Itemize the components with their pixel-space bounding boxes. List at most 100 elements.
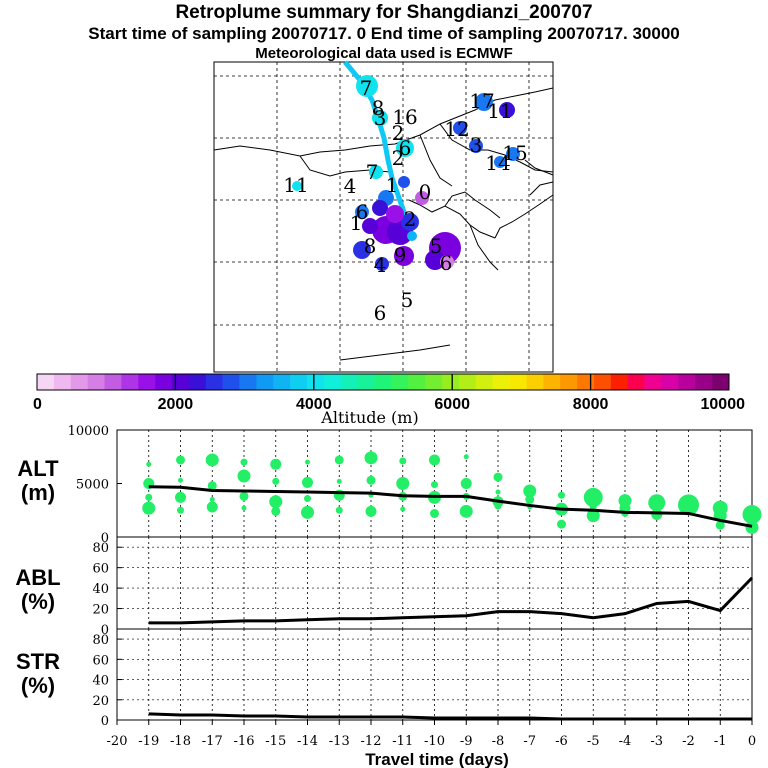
cluster-point bbox=[304, 494, 311, 502]
plume-marker bbox=[475, 93, 493, 111]
x-tick-label: -14 bbox=[297, 734, 318, 749]
plume-day-label: 7 bbox=[360, 76, 373, 100]
x-tick-label: -7 bbox=[523, 734, 536, 749]
y-tick-label: 5000 bbox=[76, 478, 109, 493]
x-tick-label: -19 bbox=[138, 734, 159, 749]
plume-marker bbox=[394, 246, 414, 266]
cluster-point bbox=[558, 491, 565, 499]
cluster-point bbox=[583, 487, 603, 507]
x-tick-label: -1 bbox=[714, 734, 727, 749]
plume-day-label: 11 bbox=[283, 173, 308, 197]
colorbar-swatch bbox=[509, 374, 527, 390]
x-tick-label: -12 bbox=[361, 734, 382, 749]
chart-title: Retroplume summary for Shangdianzi_20070… bbox=[175, 2, 593, 23]
cluster-point bbox=[178, 477, 183, 483]
meteorological-data-line: Meteorological data used is ECMWF bbox=[255, 45, 513, 62]
plume-marker bbox=[425, 250, 445, 270]
series-line-abl bbox=[148, 576, 754, 625]
x-tick-label: -10 bbox=[424, 734, 445, 749]
colorbar-swatch bbox=[37, 374, 55, 390]
plume-marker bbox=[494, 156, 506, 168]
cluster-point bbox=[715, 520, 725, 530]
cluster-point bbox=[459, 504, 473, 518]
plume-marker bbox=[353, 241, 371, 259]
cluster-point bbox=[651, 509, 663, 521]
cluster-point bbox=[206, 501, 218, 513]
time-series-panels: 1000050000ALT(m)806040200ABL(%)806040200… bbox=[15, 424, 762, 749]
y-tick-label: 60 bbox=[92, 653, 109, 668]
colorbar-tick-label: 4000 bbox=[296, 396, 332, 413]
cluster-point bbox=[523, 484, 537, 498]
colorbar-swatch bbox=[188, 374, 207, 390]
plume-marker bbox=[369, 165, 383, 179]
plume-day-label: 2 bbox=[404, 207, 417, 231]
x-tick-label: -11 bbox=[392, 734, 413, 749]
cluster-point bbox=[366, 475, 376, 485]
colorbar-tick-label: 2000 bbox=[158, 396, 194, 413]
colorbar-swatch bbox=[577, 374, 595, 390]
x-tick-label: -4 bbox=[619, 734, 632, 749]
y-tick-label: 20 bbox=[92, 694, 109, 709]
colorbar-swatch bbox=[172, 374, 190, 390]
plume-day-label: 5 bbox=[430, 234, 443, 258]
colorbar-swatch bbox=[526, 374, 544, 390]
colorbar-swatch bbox=[644, 374, 662, 390]
colorbar-swatch bbox=[442, 374, 460, 390]
x-tick-label: -6 bbox=[555, 734, 568, 749]
colorbar-tick-label: 10000 bbox=[701, 396, 746, 413]
plume-day-label: 9 bbox=[394, 243, 407, 267]
colorbar-swatch bbox=[53, 374, 72, 390]
colorbar-tick-label: 6000 bbox=[434, 396, 470, 413]
y-tick-label: 40 bbox=[92, 674, 109, 689]
cluster-point bbox=[207, 481, 217, 491]
cluster-point bbox=[334, 455, 344, 465]
colorbar-swatch bbox=[627, 374, 645, 390]
colorbar-swatch bbox=[391, 374, 409, 390]
plume-marker bbox=[440, 255, 454, 269]
plume-day-label: 4 bbox=[374, 253, 387, 277]
plume-day-label: 2 bbox=[392, 121, 405, 145]
colorbar-swatch bbox=[458, 374, 477, 390]
mean-altitude-line bbox=[148, 485, 753, 528]
x-tick-label: -16 bbox=[234, 734, 255, 749]
colorbar-swatch bbox=[712, 374, 730, 390]
cluster-point bbox=[460, 478, 472, 489]
colorbar-swatch bbox=[138, 374, 156, 390]
colorbar-swatch bbox=[408, 374, 426, 390]
y-tick-label: 0 bbox=[101, 623, 109, 638]
cluster-point bbox=[205, 453, 219, 467]
cluster-point bbox=[400, 506, 406, 512]
panel-label: STR bbox=[16, 649, 60, 674]
cluster-point bbox=[430, 508, 439, 518]
plume-day-label: 4 bbox=[344, 174, 357, 198]
colorbar-swatch bbox=[155, 374, 173, 390]
colorbar-tick-label: 0 bbox=[33, 396, 42, 413]
colorbar-swatch bbox=[610, 374, 629, 390]
plume-day-label: 3 bbox=[374, 106, 387, 130]
cluster-point bbox=[742, 505, 762, 525]
panel-unit-label: (%) bbox=[21, 673, 55, 698]
cluster-point bbox=[365, 505, 377, 517]
plume-marker bbox=[355, 205, 369, 219]
plume-day-label: 8 bbox=[364, 234, 377, 258]
plume-day-label: 6 bbox=[440, 251, 453, 275]
colorbar-swatch bbox=[307, 374, 325, 390]
cluster-point bbox=[270, 458, 282, 470]
plume-day-label: 8 bbox=[372, 96, 385, 120]
x-tick-label: -13 bbox=[329, 734, 350, 749]
sampling-time-subtitle: Start time of sampling 20070717. 0 End t… bbox=[88, 24, 680, 43]
cluster-point bbox=[364, 451, 378, 465]
plume-day-label: 12 bbox=[444, 117, 469, 141]
cluster-point bbox=[495, 489, 501, 495]
plume-marker bbox=[292, 181, 302, 191]
x-tick-label: -15 bbox=[265, 734, 286, 749]
colorbar-swatch bbox=[273, 374, 291, 390]
x-tick-label: -9 bbox=[460, 734, 473, 749]
cluster-point bbox=[336, 478, 342, 484]
x-tick-label: -2 bbox=[682, 734, 695, 749]
series-line-str bbox=[148, 712, 752, 721]
cluster-point bbox=[175, 491, 186, 503]
plume-day-label: 6 bbox=[399, 136, 412, 160]
panel-alt: 10000 5000 0 ALT(m) bbox=[17, 424, 762, 546]
